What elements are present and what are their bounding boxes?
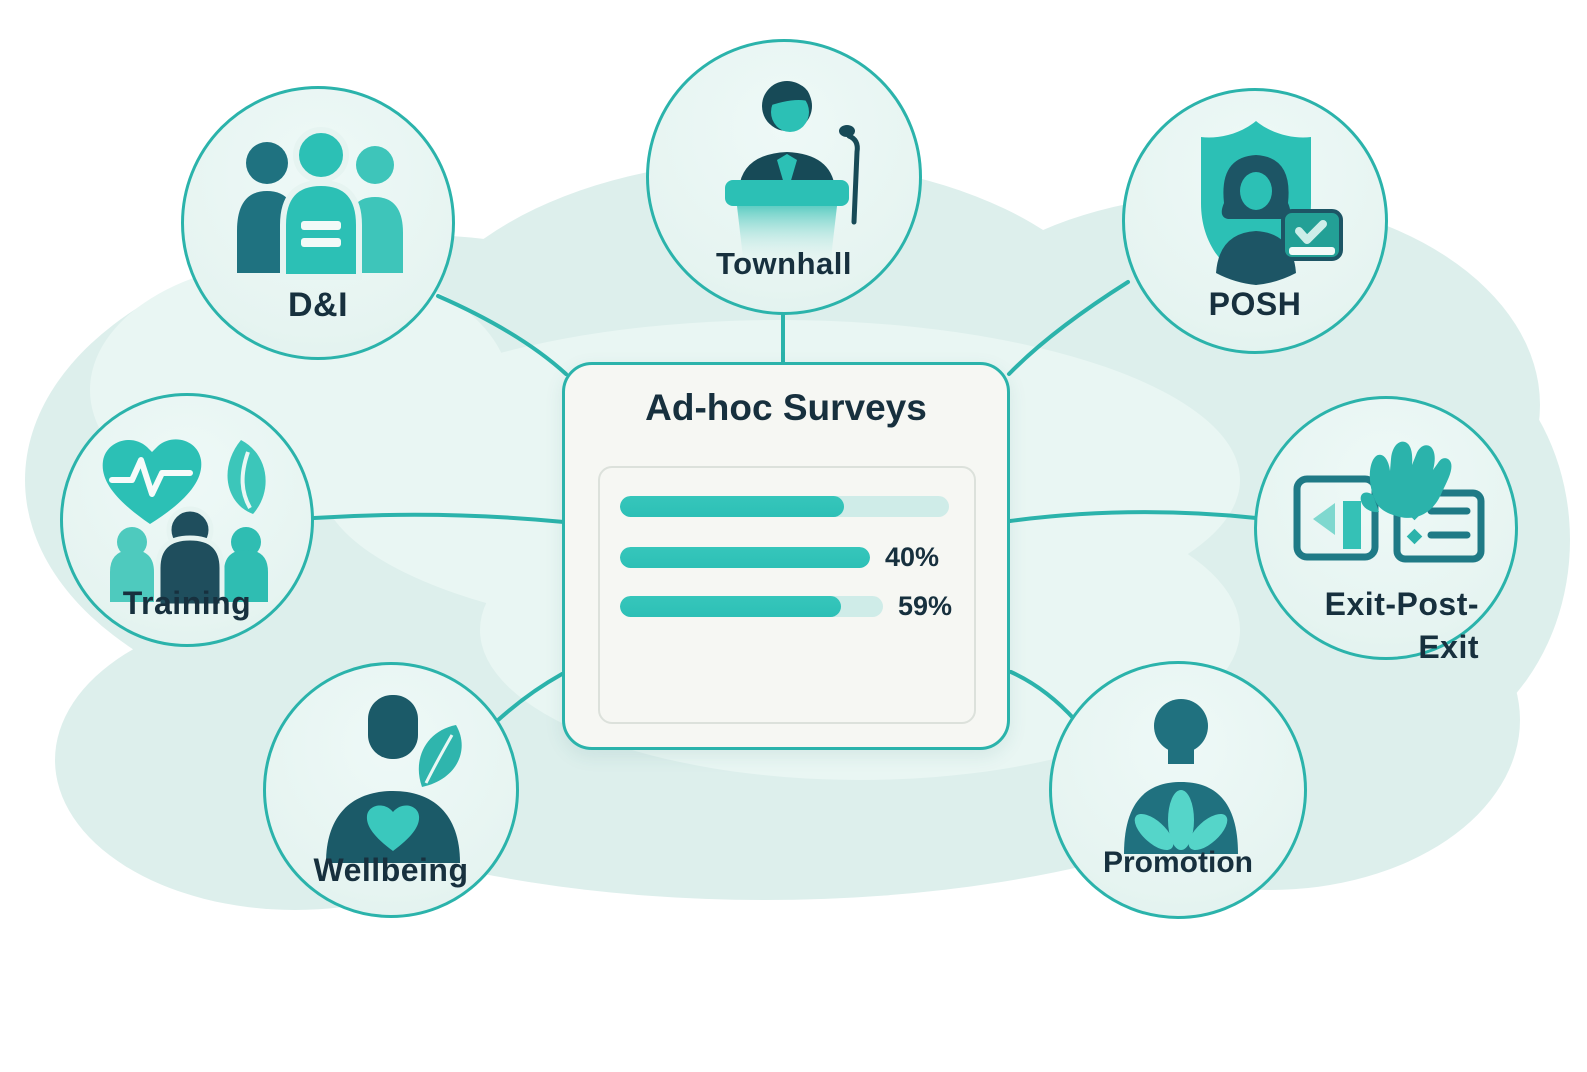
node-wellbeing: Wellbeing bbox=[263, 662, 519, 918]
posh-label: POSH bbox=[1208, 286, 1302, 322]
progress-bar-fill bbox=[620, 596, 841, 617]
diversity-people-icon bbox=[237, 127, 403, 280]
promotion-label: Promotion bbox=[1103, 846, 1253, 879]
progress-row: 40% bbox=[620, 542, 964, 572]
card-title: Ad-hoc Surveys bbox=[645, 387, 927, 428]
node-townhall: Townhall bbox=[646, 39, 922, 315]
exit-label: Exit-Post-Exit bbox=[1324, 586, 1479, 666]
node-dni: D&I bbox=[181, 86, 455, 360]
progress-row bbox=[620, 496, 964, 517]
connector-promotion bbox=[1009, 670, 1077, 722]
node-exit: Exit-Post-Exit bbox=[1254, 396, 1518, 665]
speaker-podium-icon bbox=[725, 81, 860, 258]
heart-pulse-leaf-people-icon bbox=[102, 439, 268, 609]
progress-bar-track bbox=[620, 496, 949, 517]
connector-posh bbox=[1007, 280, 1130, 376]
progress-bar-track bbox=[620, 547, 870, 568]
progress-bar-fill bbox=[620, 547, 870, 568]
connector-exit bbox=[1008, 510, 1258, 523]
shield-woman-icon bbox=[1201, 121, 1343, 285]
dni-label: D&I bbox=[287, 286, 349, 324]
progress-value: 59% bbox=[898, 591, 953, 621]
progress-bar-track bbox=[620, 596, 883, 617]
training-label: Training bbox=[122, 585, 252, 621]
progress-row: 59% bbox=[620, 591, 964, 621]
node-promotion: Promotion bbox=[1049, 661, 1307, 919]
connector-dni bbox=[436, 294, 568, 376]
townhall-label: Townhall bbox=[715, 246, 853, 281]
person-growth-icon bbox=[1124, 699, 1238, 854]
progress-value: 40% bbox=[885, 542, 940, 572]
connector-wellbeing bbox=[495, 672, 564, 723]
wellbeing-label: Wellbeing bbox=[313, 852, 469, 888]
adhoc-surveys-card: Ad-hoc Surveys 40% 59% bbox=[562, 362, 1010, 750]
waving-hand-exit-checklist-icon bbox=[1293, 441, 1485, 563]
node-posh: POSH bbox=[1122, 88, 1388, 354]
progress-bar-fill bbox=[620, 496, 844, 517]
node-training: Training bbox=[60, 393, 314, 647]
survey-results-panel: 40% 59% bbox=[598, 466, 976, 724]
connector-training bbox=[312, 512, 566, 524]
person-heart-leaf-icon bbox=[326, 695, 462, 863]
